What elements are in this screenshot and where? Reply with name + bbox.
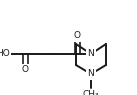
Text: HO: HO [0,49,10,59]
Text: O: O [73,32,81,40]
Text: CH₃: CH₃ [83,90,99,95]
Text: O: O [22,65,28,74]
Text: N: N [88,49,94,59]
Text: N: N [88,70,94,78]
